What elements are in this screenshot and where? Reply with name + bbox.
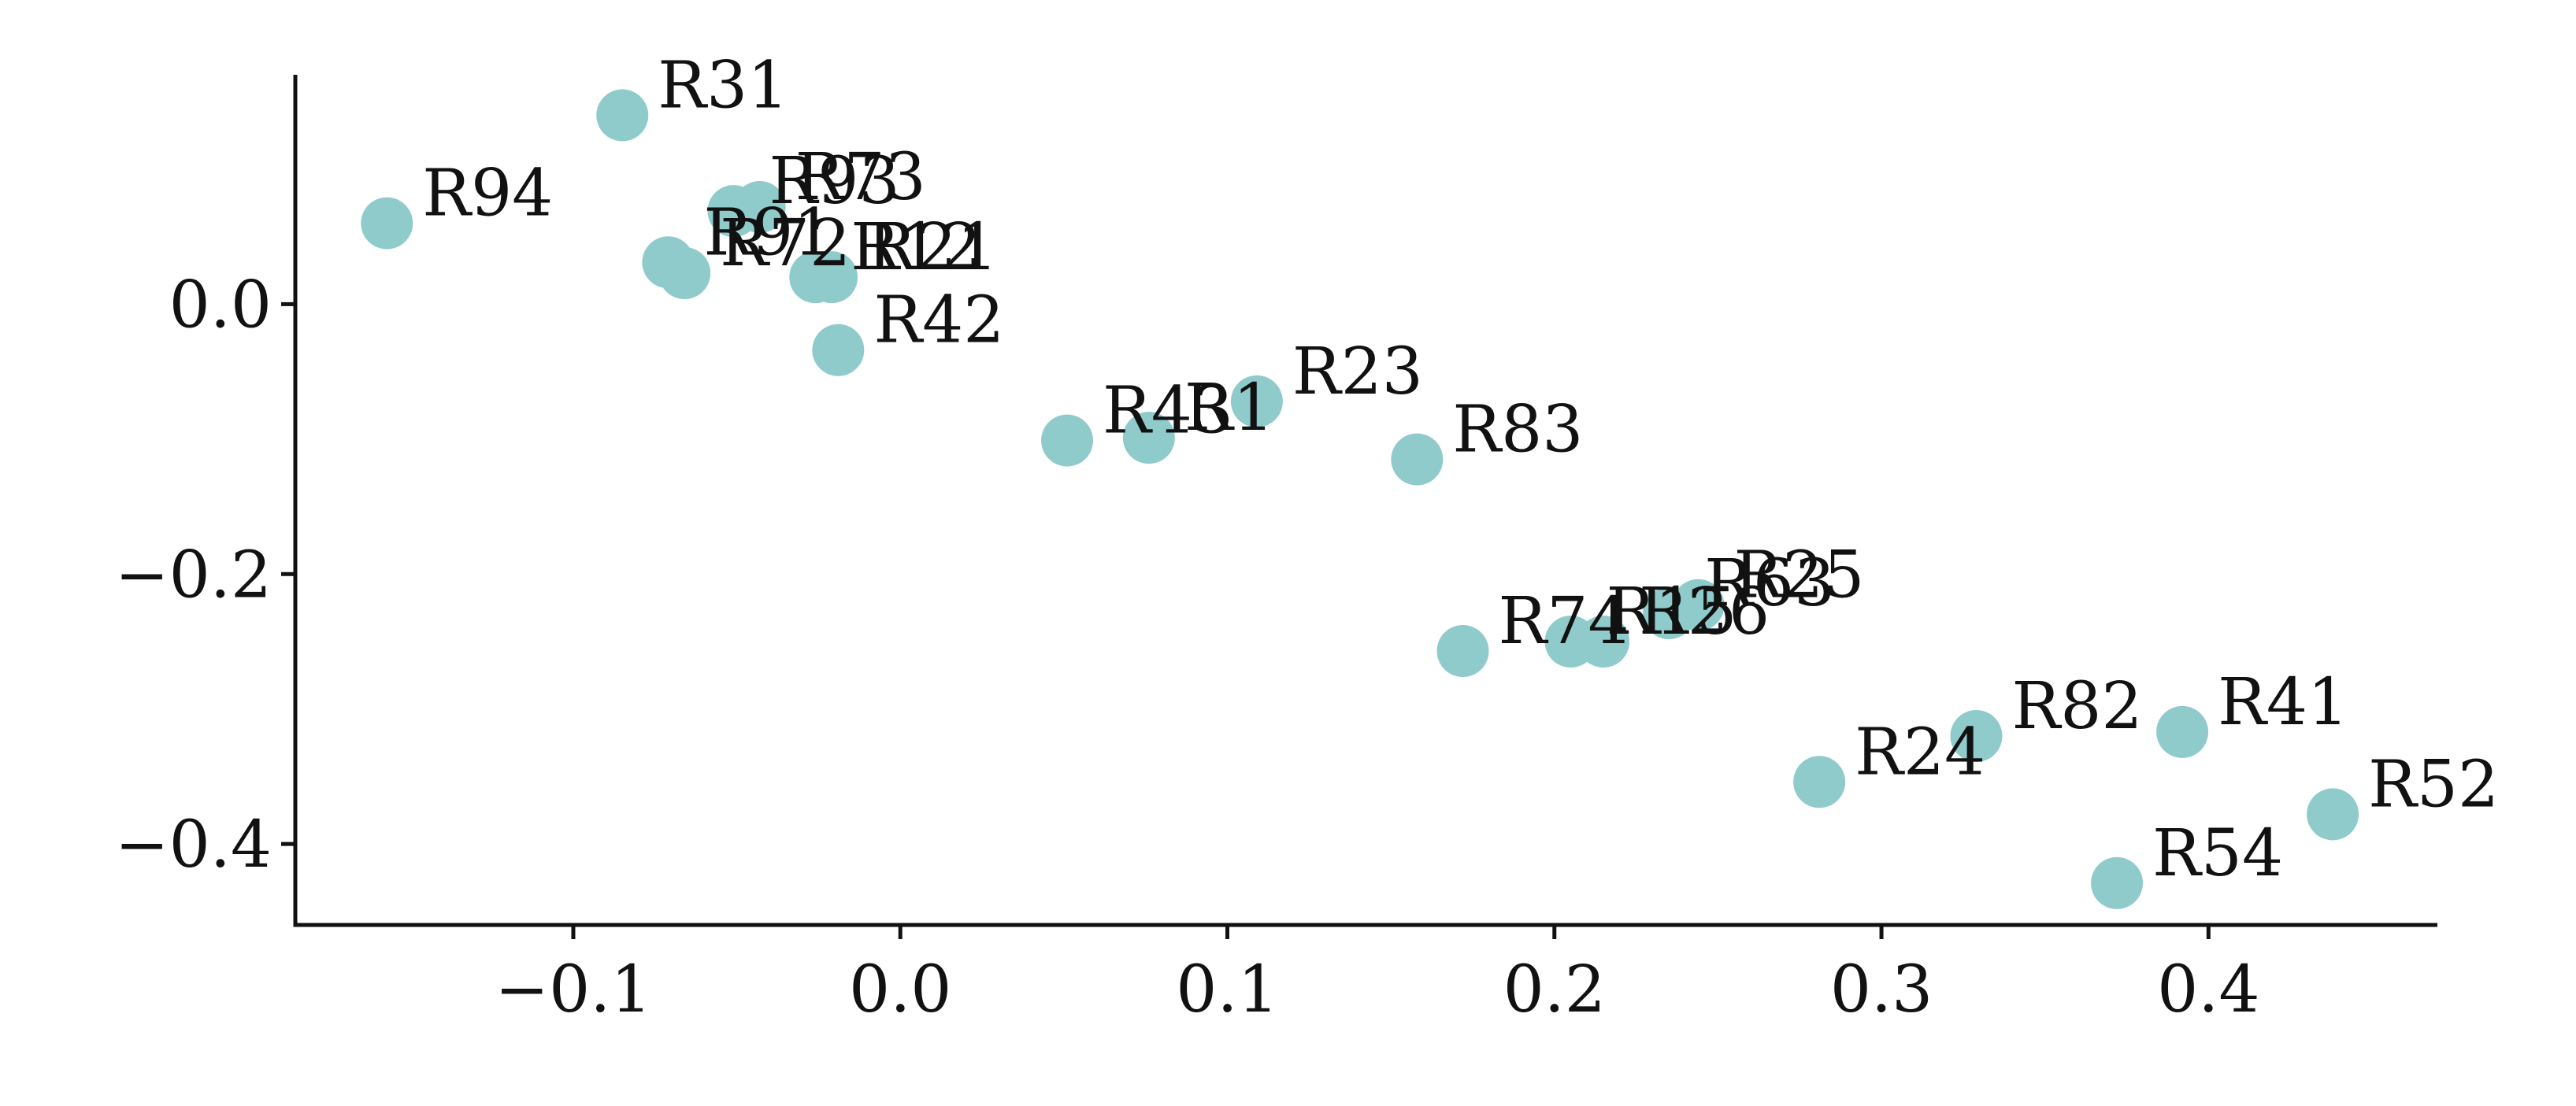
point-label-r82: R82 bbox=[2011, 669, 2142, 744]
point-label-r24: R24 bbox=[1855, 715, 1985, 790]
data-point-r25 bbox=[1672, 579, 1725, 631]
data-point-r23 bbox=[1230, 375, 1283, 427]
point-label-r74: R74 bbox=[1499, 584, 1629, 659]
data-point-r52 bbox=[2307, 788, 2359, 841]
points-layer bbox=[361, 89, 2359, 909]
point-label-r52: R52 bbox=[2368, 747, 2499, 822]
data-point-r26 bbox=[1577, 616, 1630, 668]
point-label-r72: R72 bbox=[720, 206, 851, 281]
x-tick-label: 0.4 bbox=[2157, 952, 2259, 1027]
point-label-r31: R31 bbox=[658, 48, 788, 123]
y-tick-label: −0.2 bbox=[115, 538, 272, 612]
point-label-r63: R63 bbox=[1704, 546, 1835, 621]
point-label-r94: R94 bbox=[422, 157, 553, 231]
point-label-r93: R93 bbox=[769, 144, 899, 219]
point-label-r41: R41 bbox=[2218, 665, 2348, 740]
point-label-r12: R12 bbox=[851, 210, 981, 285]
point-label-r83: R83 bbox=[1452, 393, 1583, 468]
point-label-r23: R23 bbox=[1292, 335, 1423, 409]
data-point-r43 bbox=[1041, 414, 1094, 467]
point-label-r15: R15 bbox=[1607, 575, 1737, 649]
data-point-r72 bbox=[658, 247, 711, 299]
data-point-r94 bbox=[361, 197, 413, 250]
point-label-r42: R42 bbox=[873, 283, 1004, 358]
data-point-r82 bbox=[1950, 710, 2003, 762]
point-label-r26: R26 bbox=[1639, 575, 1770, 649]
data-point-r93 bbox=[707, 185, 760, 238]
point-label-r73: R73 bbox=[795, 140, 926, 215]
data-point-r42 bbox=[812, 324, 865, 376]
data-point-r54 bbox=[2091, 856, 2144, 909]
point-label-r54: R54 bbox=[2152, 816, 2283, 891]
data-point-r24 bbox=[1793, 756, 1846, 808]
data-point-r21 bbox=[806, 251, 858, 304]
y-axis-ticks: 0.0 −0.2 −0.4 bbox=[115, 268, 295, 882]
data-point-r1 bbox=[1122, 412, 1175, 464]
data-point-r31 bbox=[596, 89, 649, 142]
y-tick-label: 0.0 bbox=[169, 268, 272, 342]
point-label-r21: R21 bbox=[867, 210, 998, 285]
x-tick-label: 0.2 bbox=[1503, 952, 1606, 1027]
data-point-r41 bbox=[2156, 705, 2209, 758]
x-axis-ticks: −0.1 0.0 0.1 0.2 0.3 0.4 bbox=[495, 925, 2260, 1027]
x-tick-label: 0.0 bbox=[849, 952, 951, 1027]
data-point-r74 bbox=[1436, 625, 1489, 677]
point-label-r43: R43 bbox=[1103, 374, 1233, 449]
point-label-r1: R1 bbox=[1184, 371, 1274, 446]
y-tick-label: −0.4 bbox=[115, 808, 272, 882]
point-label-r91: R91 bbox=[703, 195, 834, 270]
x-tick-label: −0.1 bbox=[495, 952, 651, 1027]
data-point-r83 bbox=[1391, 433, 1444, 486]
x-tick-label: 0.1 bbox=[1176, 952, 1278, 1027]
x-tick-label: 0.3 bbox=[1830, 952, 1933, 1027]
point-label-r25: R25 bbox=[1733, 538, 1864, 613]
